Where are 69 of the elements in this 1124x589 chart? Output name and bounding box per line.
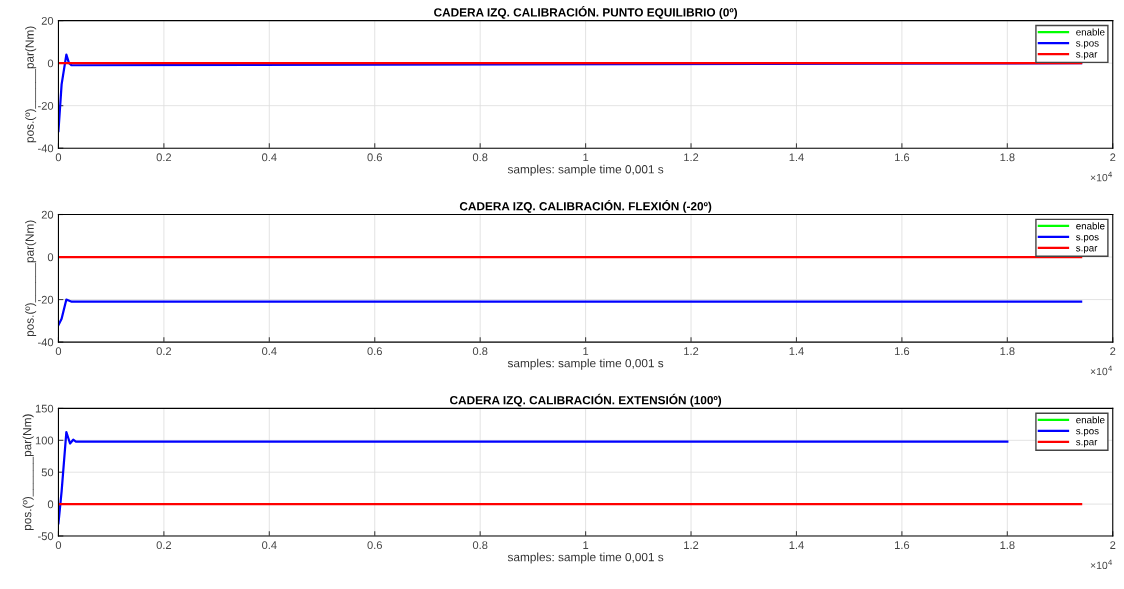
y-tick-label: 150 [35, 404, 54, 413]
chart-title: CADERA IZQ. CALIBRACIÓN. PUNTO EQUILIBRIO (0º) [434, 5, 738, 19]
x-tick-label: 1.6 [895, 347, 910, 356]
x-tick-label: 1.8 [1000, 153, 1015, 162]
y-tick-label: 100 [35, 436, 54, 445]
legend-label: s.pos [1076, 429, 1099, 437]
legend-label: enable [1076, 222, 1105, 230]
x-tick-label: 2 [1110, 541, 1116, 549]
x-tick-label: 0 [55, 153, 62, 162]
x-tick-label: 1.2 [684, 153, 699, 162]
x-tick-label: 2 [1110, 153, 1116, 162]
x-tick-label: 0.2 [156, 153, 172, 162]
x-tick-label: 0.4 [262, 153, 277, 162]
x-tick-label: 1 [583, 153, 589, 162]
x-tick-label: 0 [55, 541, 62, 550]
legend-label: s.par [1076, 246, 1098, 254]
y-tick-label: 0 [47, 59, 54, 68]
legend-label: enable [1076, 28, 1105, 36]
x-tick-label: 1.4 [789, 541, 804, 549]
y-tick-label: -50 [38, 532, 54, 541]
x-axis-title: samples: sample time 0,001 s [507, 552, 664, 564]
y-axis-title: pos.(º)______par(Nm) [25, 26, 37, 143]
x-tick-label: 0.2 [156, 347, 172, 356]
y-tick-label: -40 [38, 144, 54, 153]
line-series [58, 298, 1083, 327]
y-tick-label: 20 [41, 16, 54, 25]
x-tick-label: 1 [583, 541, 589, 549]
chart-title: CADERA IZQ. CALIBRACIÓN. EXTENSIÓN (100º) [450, 393, 722, 407]
x-tick-label: 1.4 [789, 153, 804, 162]
legend-label: enable [1076, 416, 1105, 424]
x-tick-label: 0.6 [367, 347, 382, 356]
y-axis-title: pos.(º)______par(Nm) [25, 220, 37, 337]
x-tick-label: 1.6 [895, 541, 910, 550]
x-tick-label: 0.4 [262, 347, 277, 356]
x-tick-label: 1.4 [789, 347, 804, 355]
x-tick-label: 1.2 [684, 347, 699, 355]
y-tick-label: 20 [41, 210, 54, 219]
legend-label: s.par [1076, 52, 1098, 60]
legend-label: s.pos [1076, 41, 1099, 49]
x-tick-label: 1.6 [895, 153, 910, 162]
x-axis-title: samples: sample time 0,001 s [507, 358, 664, 370]
legend-label: s.par [1076, 440, 1098, 448]
text: ×10$^{4}$ [1090, 365, 1113, 376]
x-tick-label: 0.8 [472, 347, 488, 356]
x-tick-label: 2 [1110, 347, 1116, 355]
x-tick-label: 0.6 [367, 541, 382, 550]
x-tick-label: 0.2 [156, 541, 172, 550]
x-tick-label: 0 [55, 347, 62, 356]
legend-label: s.pos [1076, 235, 1099, 243]
y-tick-label: 0 [47, 253, 54, 262]
x-tick-label: 1.8 [1000, 347, 1015, 356]
y-tick-label: -20 [38, 295, 54, 304]
text: ×10$^{4}$ [1090, 171, 1113, 182]
x-tick-label: 1.8 [1000, 541, 1015, 550]
x-tick-label: 1.2 [684, 541, 699, 549]
y-tick-label: 0 [47, 500, 54, 509]
text: ×10$^{4}$ [1090, 559, 1113, 570]
y-tick-label: -20 [38, 101, 54, 110]
x-tick-label: 0.4 [262, 541, 277, 550]
x-tick-label: 1 [583, 347, 589, 355]
x-tick-label: 0.8 [472, 541, 488, 550]
y-tick-label: -40 [38, 338, 54, 347]
line-series [58, 430, 1009, 525]
y-tick-label: 50 [41, 468, 54, 477]
chart-title: CADERA IZQ. CALIBRACIÓN. FLEXIÓN (-20º) [459, 199, 712, 213]
y-axis-title: pos.(º)______par(Nm) [22, 414, 34, 531]
x-tick-label: 0.8 [472, 153, 488, 162]
x-axis-title: samples: sample time 0,001 s [507, 164, 664, 176]
x-tick-label: 0.6 [367, 153, 382, 162]
